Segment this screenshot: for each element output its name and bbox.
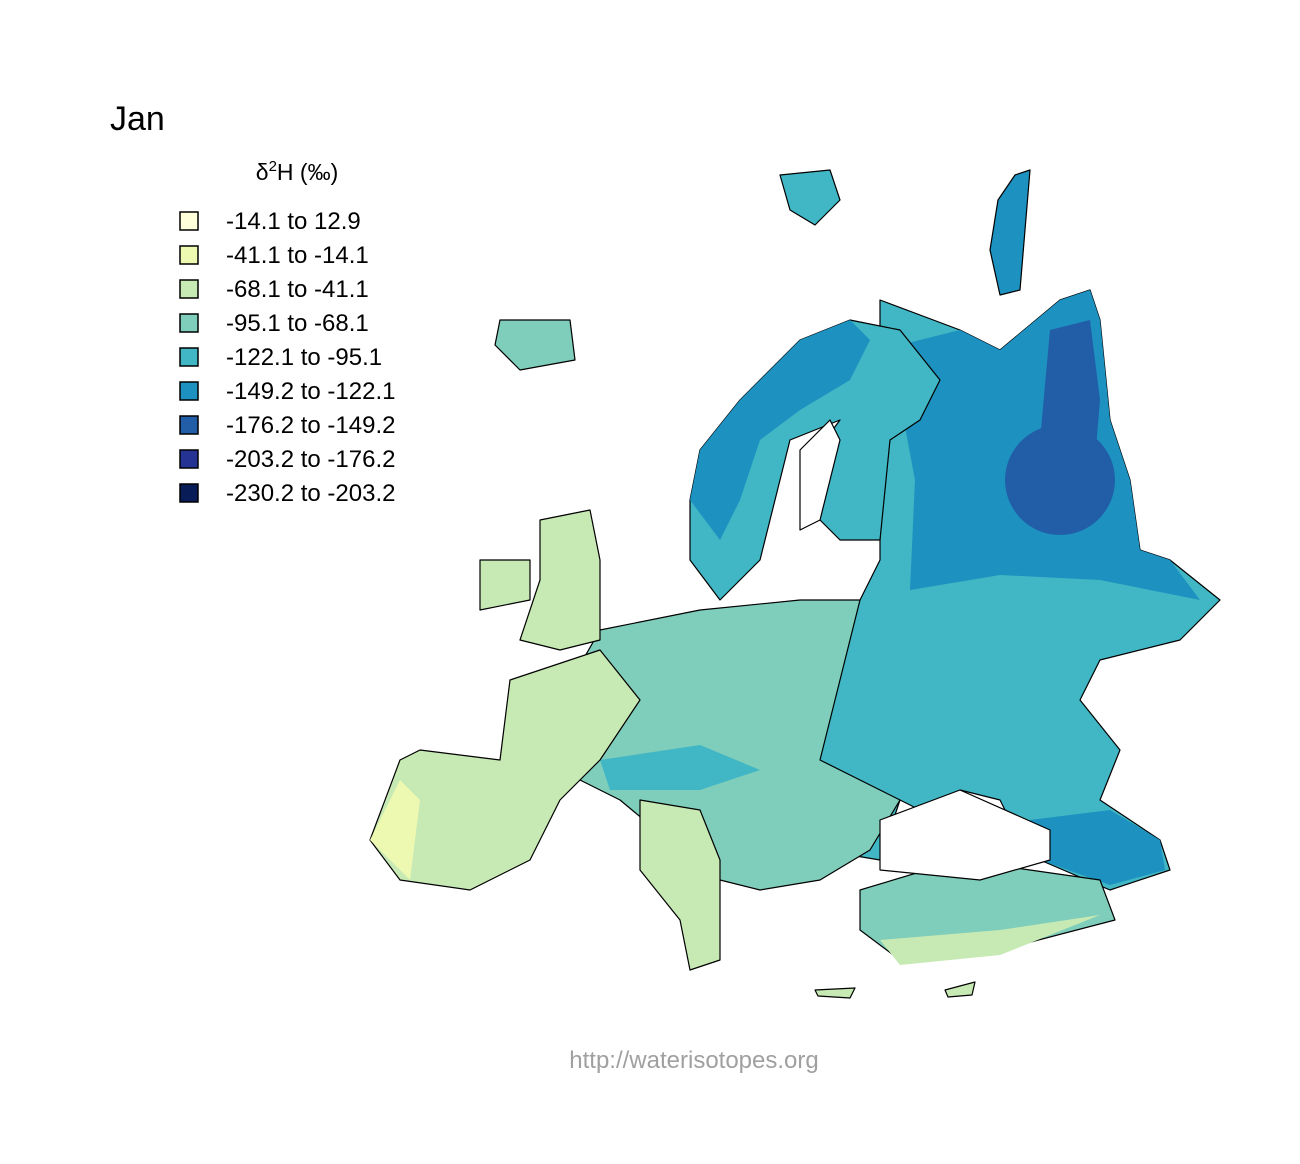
bothnia	[799, 419, 841, 531]
legend-swatch	[179, 449, 199, 469]
italy	[639, 799, 721, 971]
legend-label: -41.1 to -14.1	[226, 242, 369, 269]
map-title: Jan	[110, 100, 165, 138]
map	[369, 169, 1221, 999]
cold-strip	[1040, 320, 1100, 460]
legend-label: -14.1 to 12.9	[226, 208, 361, 235]
legend-label: -149.2 to -122.1	[226, 378, 395, 405]
legend-swatch	[179, 415, 199, 435]
black-sea	[879, 789, 1051, 881]
great-britain	[519, 509, 601, 651]
iberia-france	[369, 649, 641, 891]
caucasus	[1030, 810, 1165, 885]
footer-url: http://waterisotopes.org	[569, 1047, 818, 1074]
legend-title-text: H (‰)	[277, 159, 338, 185]
legend-swatch	[179, 347, 199, 367]
legend-title-symbol: δ	[256, 159, 269, 185]
legend-swatch	[179, 211, 199, 231]
novaya-zemlya	[989, 169, 1031, 296]
alps	[600, 745, 760, 790]
legend: -14.1 to 12.9 -41.1 to -14.1 -68.1 to -41.…	[179, 208, 395, 507]
iceland	[494, 319, 576, 371]
legend-swatch	[179, 279, 199, 299]
norway-coast	[690, 320, 870, 540]
legend-label: -95.1 to -68.1	[226, 310, 369, 337]
legend-swatch	[179, 313, 199, 333]
cyprus	[944, 981, 976, 998]
legend-label: -203.2 to -176.2	[226, 446, 395, 473]
turkey-south	[880, 915, 1100, 965]
legend-label: -176.2 to -149.2	[226, 412, 395, 439]
legend-label: -122.1 to -95.1	[226, 344, 382, 371]
legend-swatch	[179, 245, 199, 265]
legend-label: -68.1 to -41.1	[226, 276, 369, 303]
portugal-coast	[370, 780, 420, 880]
legend-label: -230.2 to -203.2	[226, 480, 395, 507]
legend-title-superscript: 2	[269, 158, 277, 175]
svalbard	[779, 169, 841, 226]
legend-swatch	[179, 483, 199, 503]
ireland	[479, 559, 531, 611]
legend-swatch	[179, 381, 199, 401]
crete	[814, 987, 856, 999]
legend-title: δ2H (‰)	[256, 158, 338, 185]
